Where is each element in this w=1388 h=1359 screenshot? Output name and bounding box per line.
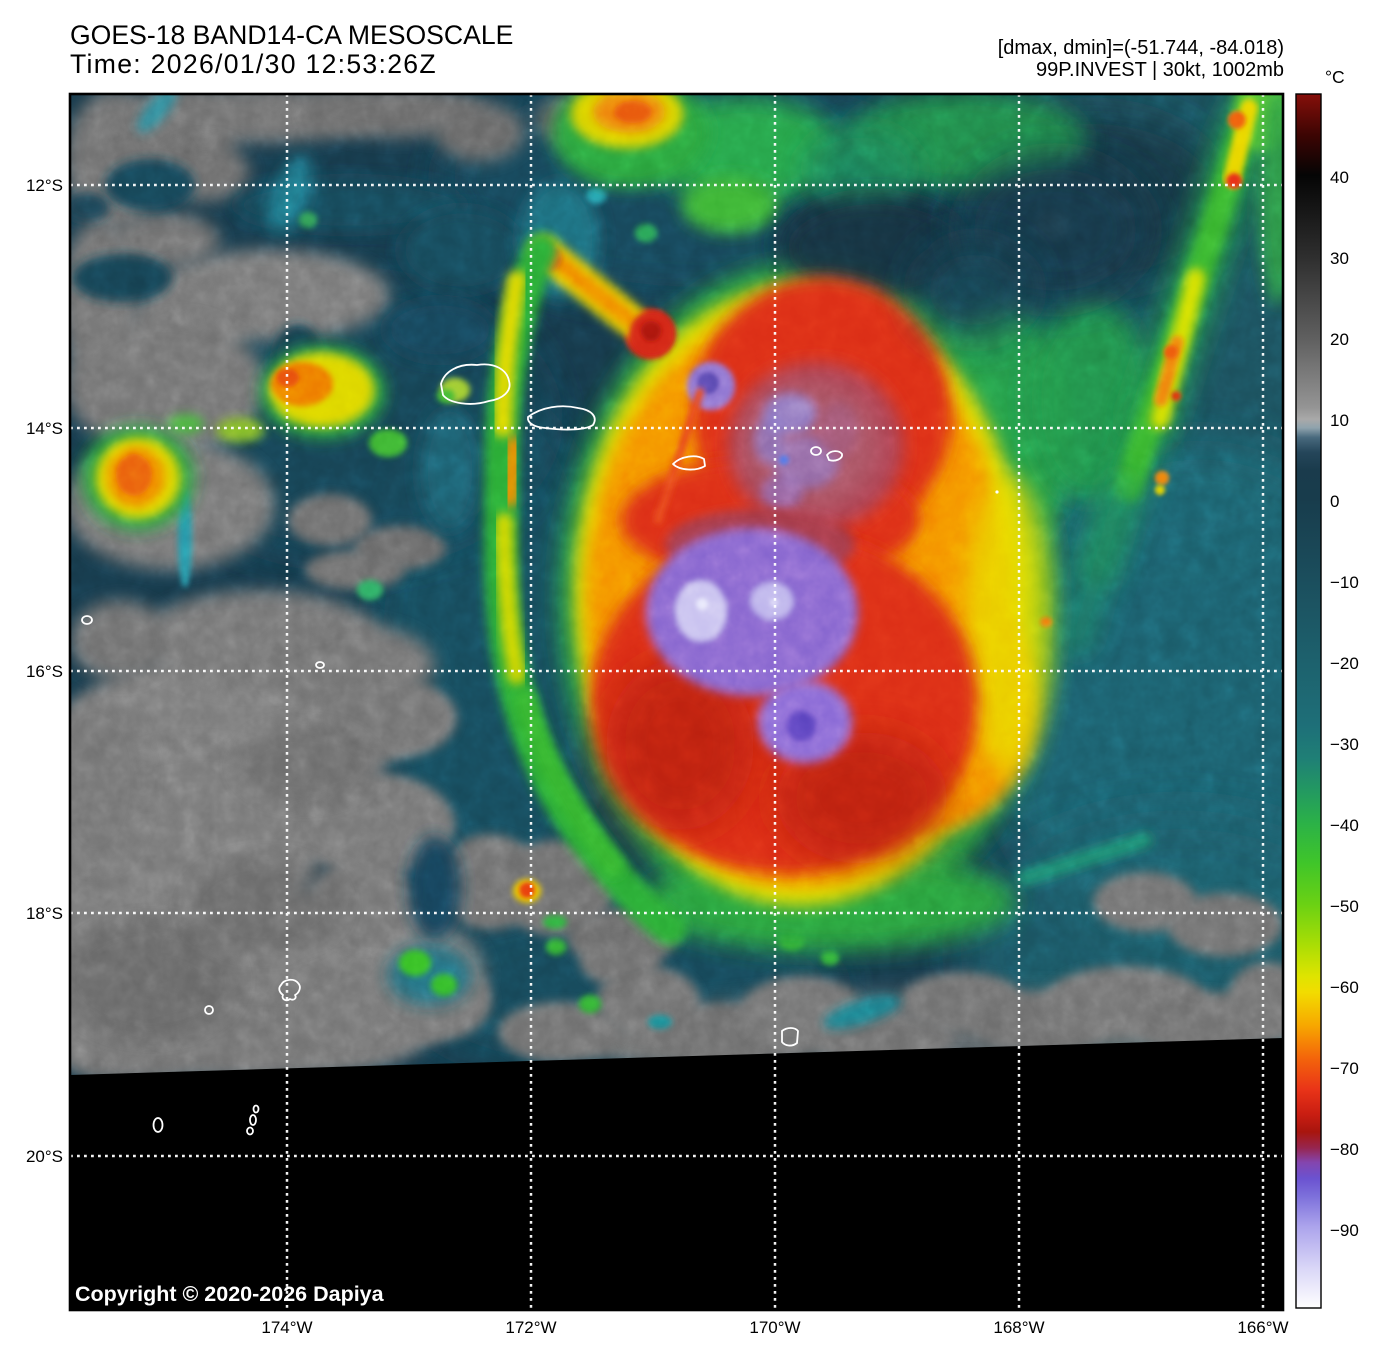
svg-text:Time: 2026/01/30 12:53:26Z: Time: 2026/01/30 12:53:26Z [70,49,437,79]
svg-text:30: 30 [1330,249,1349,268]
svg-text:18°S: 18°S [26,904,63,923]
svg-text:−50: −50 [1330,897,1359,916]
svg-text:[dmax, dmin]=(-51.744, -84.018: [dmax, dmin]=(-51.744, -84.018) [998,37,1284,59]
svg-text:−70: −70 [1330,1059,1359,1078]
svg-text:14°S: 14°S [26,419,63,438]
svg-text:−30: −30 [1330,735,1359,754]
svg-text:−60: −60 [1330,978,1359,997]
svg-text:20: 20 [1330,330,1349,349]
svg-text:99P.INVEST | 30kt, 1002mb: 99P.INVEST | 30kt, 1002mb [1036,59,1284,81]
svg-text:−20: −20 [1330,654,1359,673]
svg-text:0: 0 [1330,492,1339,511]
svg-text:Copyright © 2020-2026 Dapiya: Copyright © 2020-2026 Dapiya [75,1282,385,1306]
svg-text:−90: −90 [1330,1221,1359,1240]
svg-text:12°S: 12°S [26,176,63,195]
svg-text:10: 10 [1330,411,1349,430]
svg-text:166°W: 166°W [1237,1318,1288,1337]
svg-text:172°W: 172°W [505,1318,556,1337]
svg-text:−80: −80 [1330,1140,1359,1159]
svg-text:°C: °C [1325,67,1345,87]
svg-text:16°S: 16°S [26,662,63,681]
svg-text:−40: −40 [1330,816,1359,835]
svg-text:40: 40 [1330,168,1349,187]
svg-text:170°W: 170°W [749,1318,800,1337]
svg-text:−10: −10 [1330,573,1359,592]
svg-text:20°S: 20°S [26,1147,63,1166]
svg-text:174°W: 174°W [261,1318,312,1337]
svg-text:168°W: 168°W [993,1318,1044,1337]
svg-text:GOES-18 BAND14-CA MESOSCALE: GOES-18 BAND14-CA MESOSCALE [70,20,513,50]
